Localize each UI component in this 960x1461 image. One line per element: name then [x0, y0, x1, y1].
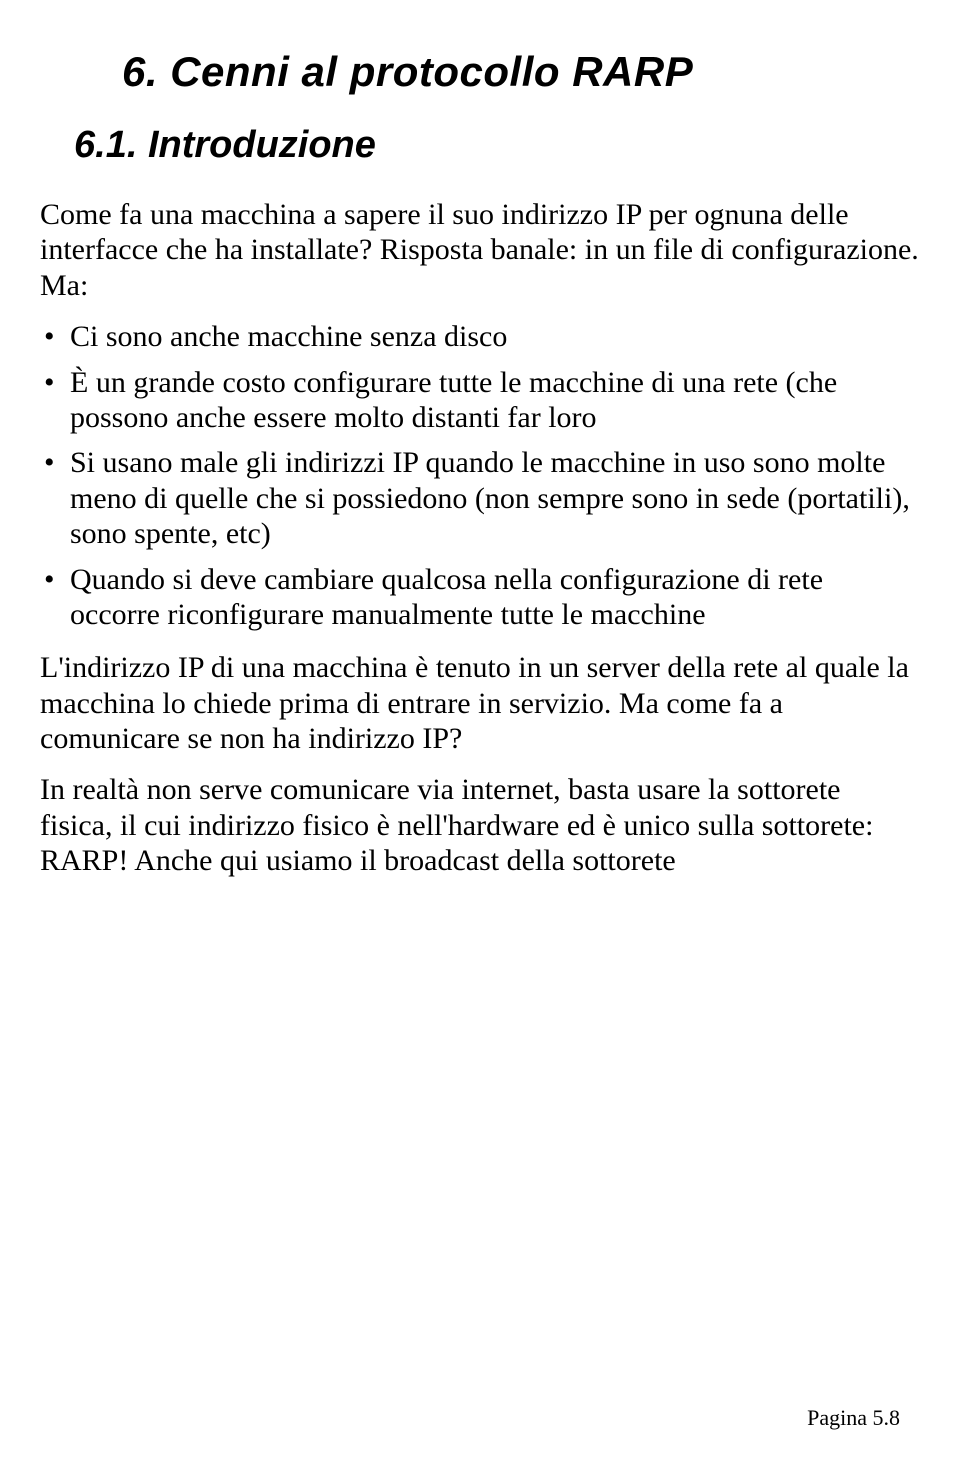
heading-level-1: 6. Cenni al protocollo RARP: [122, 48, 920, 96]
page-footer: Pagina 5.8: [807, 1405, 900, 1431]
body-paragraph: L'indirizzo IP di una macchina è tenuto …: [40, 650, 920, 756]
heading-level-2: 6.1. Introduzione: [74, 124, 920, 167]
list-item: Ci sono anche macchine senza disco: [40, 319, 920, 354]
list-item: Si usano male gli indirizzi IP quando le…: [40, 445, 920, 551]
list-item: È un grande costo configurare tutte le m…: [40, 365, 920, 436]
list-item: Quando si deve cambiare qualcosa nella c…: [40, 562, 920, 633]
bullet-list: Ci sono anche macchine senza disco È un …: [40, 319, 920, 632]
document-page: 6. Cenni al protocollo RARP 6.1. Introdu…: [0, 0, 960, 1461]
body-paragraph: In realtà non serve comunicare via inter…: [40, 772, 920, 878]
intro-paragraph: Come fa una macchina a sapere il suo ind…: [40, 197, 920, 303]
